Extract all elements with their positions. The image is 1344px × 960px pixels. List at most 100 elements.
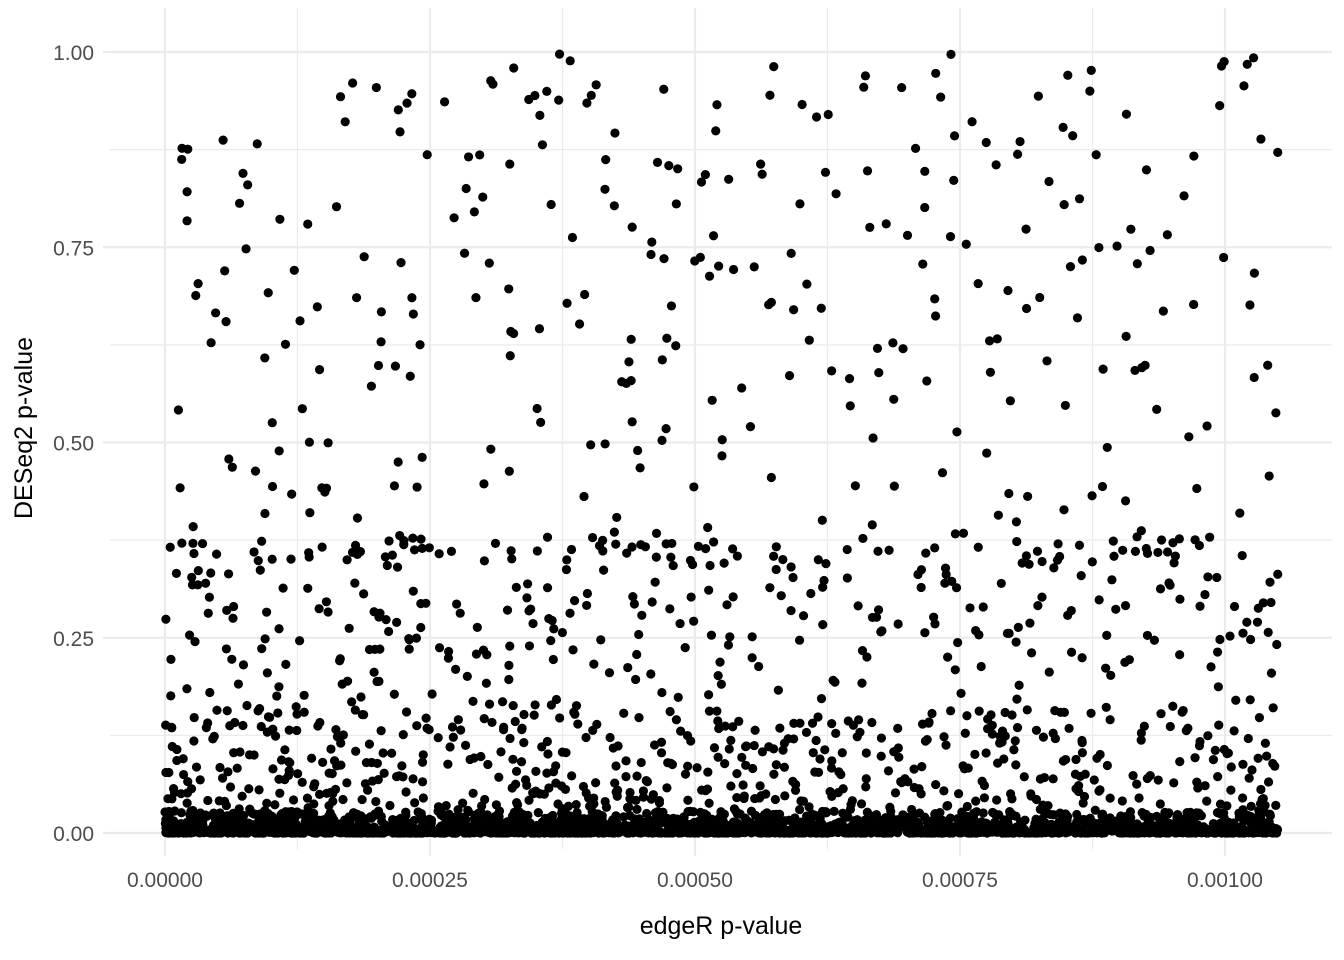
data-point: [894, 752, 904, 762]
data-point: [1091, 150, 1101, 160]
data-point: [342, 555, 352, 565]
data-point: [1137, 363, 1147, 373]
data-point: [703, 767, 713, 777]
data-point: [823, 109, 833, 120]
data-point: [680, 769, 691, 779]
data-point: [310, 779, 320, 789]
data-point: [1143, 828, 1154, 838]
data-point: [629, 599, 640, 609]
data-point: [480, 794, 490, 805]
data-point: [601, 155, 611, 165]
data-point: [203, 795, 213, 806]
data-point: [859, 82, 869, 92]
data-point: [165, 808, 175, 818]
data-point: [481, 678, 491, 688]
data-point: [1194, 540, 1204, 551]
data-point: [898, 344, 908, 354]
data-point: [1060, 400, 1070, 411]
data-point: [389, 481, 400, 491]
data-point: [536, 417, 546, 427]
data-point: [1177, 707, 1187, 717]
data-point: [1072, 313, 1083, 323]
x-tick-label: 0.00050: [657, 869, 733, 892]
data-point: [215, 808, 225, 818]
data-point: [657, 435, 667, 446]
data-point: [1175, 757, 1185, 767]
data-point: [531, 766, 541, 776]
data-point: [896, 820, 907, 831]
data-point: [1202, 421, 1212, 431]
data-point: [850, 481, 860, 491]
data-point: [720, 721, 730, 731]
data-point: [211, 549, 222, 559]
data-point: [1111, 604, 1121, 614]
data-point: [362, 785, 373, 795]
data-point: [254, 785, 264, 795]
data-point: [303, 583, 313, 593]
data-point: [1006, 809, 1017, 819]
data-point: [1164, 578, 1174, 588]
data-point: [1273, 147, 1283, 157]
data-point: [280, 775, 290, 785]
data-points: [160, 49, 1283, 838]
data-point: [166, 691, 176, 701]
data-point: [686, 820, 696, 830]
data-point: [913, 822, 923, 832]
data-point: [567, 771, 577, 781]
data-point: [1134, 793, 1144, 803]
data-point: [802, 279, 812, 289]
data-point: [238, 660, 249, 670]
data-point: [1058, 756, 1068, 766]
data-point: [1024, 828, 1034, 838]
data-point: [1245, 634, 1256, 645]
data-point: [724, 744, 734, 754]
data-point: [1026, 648, 1037, 658]
data-point: [945, 232, 956, 242]
data-point: [619, 708, 629, 718]
data-point: [946, 706, 956, 716]
data-point: [1074, 540, 1085, 550]
data-point: [889, 481, 899, 491]
data-point: [582, 600, 592, 611]
data-point: [505, 159, 515, 169]
data-point: [765, 583, 775, 593]
data-point: [229, 601, 239, 612]
data-point: [189, 712, 199, 723]
data-point: [1101, 702, 1111, 712]
data-point: [561, 564, 572, 575]
data-point: [586, 90, 596, 100]
data-point: [204, 592, 215, 602]
data-point: [1268, 758, 1278, 769]
data-point: [446, 546, 457, 556]
data-point: [992, 795, 1002, 805]
data-point: [1226, 785, 1236, 795]
data-point: [1007, 710, 1017, 720]
data-point: [979, 780, 990, 791]
data-point: [190, 637, 200, 647]
data-point: [369, 667, 379, 677]
data-point: [161, 614, 171, 624]
data-point: [840, 812, 850, 822]
data-point: [344, 623, 354, 633]
data-point: [572, 807, 582, 818]
data-point: [511, 582, 521, 593]
data-point: [665, 604, 675, 614]
data-point: [818, 620, 828, 630]
data-point: [877, 815, 888, 825]
data-point: [930, 619, 940, 629]
data-point: [220, 266, 230, 276]
data-point: [627, 542, 637, 552]
data-point: [651, 552, 661, 562]
data-point: [314, 604, 324, 614]
data-point: [175, 483, 185, 493]
data-point: [704, 271, 715, 281]
data-point: [217, 827, 227, 838]
data-point: [623, 662, 633, 673]
data-point: [600, 184, 610, 194]
data-point: [1006, 789, 1016, 799]
data-point: [717, 451, 727, 461]
data-point: [982, 828, 992, 838]
data-point: [571, 800, 581, 810]
data-point: [794, 635, 805, 645]
data-point: [1226, 762, 1236, 772]
